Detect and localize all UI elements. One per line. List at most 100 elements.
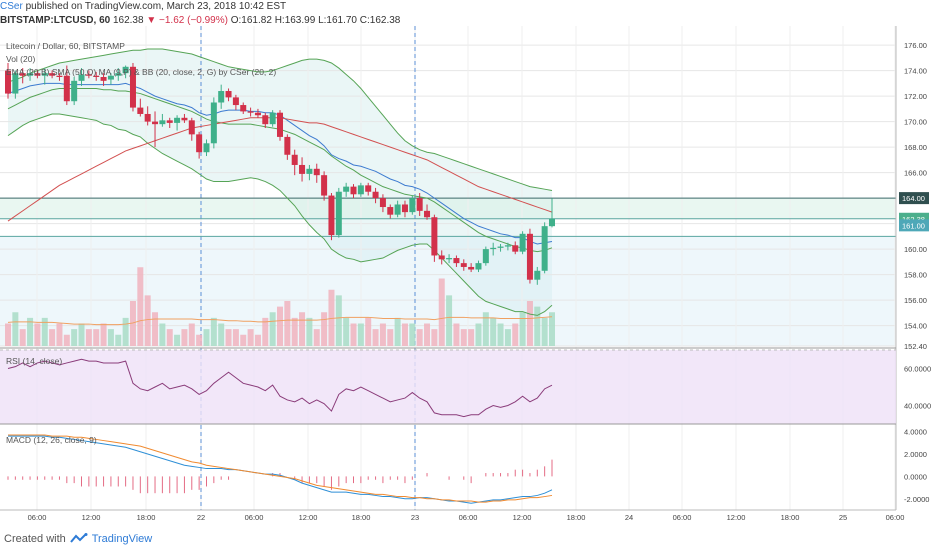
- macd-tick-label: -2.0000: [904, 495, 929, 504]
- candle: [409, 195, 416, 215]
- candle-body: [291, 154, 298, 165]
- footer-tradingview-link[interactable]: TradingView: [91, 533, 153, 545]
- volume-bar: [549, 312, 555, 346]
- candle-body: [446, 258, 453, 260]
- candle-body: [534, 270, 541, 280]
- candle-body: [247, 111, 254, 113]
- candle: [63, 65, 70, 106]
- volume-bar: [328, 289, 335, 346]
- volume-bar: [240, 334, 247, 346]
- volume-bar: [519, 312, 526, 346]
- volume-bar: [306, 317, 313, 346]
- volume-bar: [350, 323, 357, 346]
- candle-body: [181, 117, 188, 121]
- candle-body: [526, 233, 533, 280]
- candle-body: [306, 168, 313, 174]
- candle: [188, 117, 195, 141]
- candle: [328, 193, 335, 241]
- volume-bar: [321, 312, 328, 346]
- time-tick-label: 18:00: [781, 513, 800, 522]
- volume-bar: [188, 323, 195, 346]
- candle-body: [482, 249, 489, 264]
- candle: [78, 68, 85, 86]
- candle: [240, 102, 247, 114]
- candle-body: [357, 185, 364, 195]
- volume-bar: [210, 317, 217, 346]
- candle-body: [269, 112, 276, 125]
- author-link[interactable]: CSer: [0, 1, 23, 12]
- volume-bar: [85, 329, 92, 346]
- candle: [519, 231, 526, 255]
- candle-body: [71, 80, 78, 102]
- time-tick-label: 12:00: [727, 513, 746, 522]
- volume-bar: [269, 312, 276, 346]
- time-tick-label: 06:00: [459, 513, 478, 522]
- volume-bar: [409, 323, 416, 346]
- candle: [357, 182, 364, 197]
- price-label-text: 162.38: [902, 215, 925, 224]
- price-tick-label: 170.00: [904, 118, 927, 127]
- volume-bar: [93, 329, 100, 346]
- footer-created-with: Created with: [4, 533, 66, 545]
- volume-bar: [5, 323, 11, 346]
- down-arrow-icon: ▼: [146, 15, 157, 26]
- candle-body: [122, 66, 129, 74]
- candle: [549, 198, 555, 228]
- volume-bar: [401, 323, 408, 346]
- candle: [431, 214, 438, 262]
- candle: [379, 194, 386, 213]
- candle-body: [401, 204, 408, 213]
- volume-bar: [63, 334, 70, 346]
- header-published-line: CSer published on TradingView.com, March…: [0, 0, 932, 14]
- time-tick-label: 25: [839, 513, 847, 522]
- tradingview-logo-icon: [70, 533, 88, 543]
- candle: [277, 110, 283, 141]
- candle: [446, 254, 453, 264]
- volume-bar: [291, 317, 298, 346]
- rsi-band-fill: [0, 350, 896, 424]
- candle-body: [424, 210, 431, 218]
- volume-bar: [225, 329, 232, 346]
- macd-tick-label: 4.0000: [904, 428, 927, 437]
- rsi-tick-label: 60.0000: [904, 365, 931, 374]
- macd-label: MACD (12, 26, close, 9): [6, 435, 97, 445]
- candle: [534, 266, 541, 285]
- candle-body: [203, 143, 210, 153]
- candle-body: [328, 195, 335, 236]
- candle-body: [284, 136, 291, 155]
- candle: [129, 62, 136, 112]
- volume-bar: [277, 306, 283, 346]
- candle: [5, 62, 11, 99]
- candle-body: [549, 218, 555, 227]
- candle-body: [210, 102, 217, 144]
- candle: [321, 171, 328, 201]
- candle-body: [277, 112, 283, 137]
- candle: [27, 68, 34, 81]
- candle: [174, 115, 181, 131]
- volume-bar: [468, 329, 475, 346]
- volume-bar: [27, 317, 34, 346]
- candle-body: [541, 226, 548, 271]
- candle-body: [159, 120, 166, 125]
- candle: [504, 242, 511, 251]
- candle: [460, 259, 467, 271]
- candle-body: [350, 186, 357, 195]
- volume-bar: [56, 323, 63, 346]
- candle: [497, 244, 504, 252]
- candle-body: [196, 134, 203, 153]
- candle: [210, 97, 217, 149]
- candle-body: [41, 73, 48, 76]
- candle: [41, 68, 48, 85]
- candle: [181, 113, 188, 123]
- volume-bar: [365, 317, 372, 346]
- candle: [526, 228, 533, 284]
- volume-bar: [19, 329, 26, 346]
- volume-bar: [262, 317, 269, 346]
- time-tick-label: 18:00: [137, 513, 156, 522]
- volume-bar: [181, 329, 188, 346]
- volume-bar: [343, 317, 350, 346]
- candle: [424, 204, 431, 220]
- volume-bar: [100, 323, 107, 346]
- symbol-label: BITSTAMP:LTCUSD, 60: [0, 15, 111, 26]
